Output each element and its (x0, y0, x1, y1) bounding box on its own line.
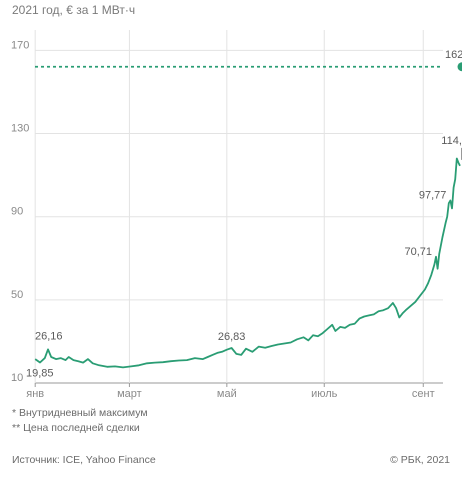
chart-footer: Источник: ICE, Yahoo Finance © РБК, 2021 (12, 454, 450, 466)
price-series-line (34, 157, 461, 369)
source-text: Источник: ICE, Yahoo Finance (12, 454, 156, 466)
x-tick-label: март (117, 388, 142, 400)
data-label: 19,85 (26, 368, 54, 380)
x-tick-label: июль (311, 388, 338, 400)
x-tick-label: сент (412, 388, 435, 400)
data-label: 26,16 (35, 330, 63, 342)
line-chart: 10 50 90 130 170 янв март май июль сент 162,13* 26,… (11, 30, 462, 400)
intraday-max-label: 162,13* (445, 49, 462, 61)
chart-notes: * Внутридневный максимум ** Цена последн… (12, 406, 148, 436)
y-tick-label: 170 (11, 39, 29, 51)
y-tick-label: 50 (11, 289, 23, 301)
data-label: 70,71 (405, 246, 433, 258)
x-tick-label: май (217, 388, 237, 400)
y-tick-label: 90 (11, 206, 23, 218)
x-tick-label: янв (26, 388, 44, 400)
note-intraday-max: * Внутридневный максимум (12, 407, 148, 419)
y-tick-label: 10 (11, 372, 23, 384)
data-label: 26,83 (218, 331, 246, 343)
y-tick-label: 130 (11, 123, 29, 135)
copyright-text: © РБК, 2021 (390, 454, 450, 466)
data-label: 97,77 (419, 190, 447, 202)
chart-subtitle: 2021 год, € за 1 МВт·ч (12, 3, 136, 17)
intraday-max-dot (457, 62, 462, 72)
note-last-trade: ** Цена последней сделки (12, 422, 140, 434)
data-label: 114,46** (441, 135, 462, 147)
